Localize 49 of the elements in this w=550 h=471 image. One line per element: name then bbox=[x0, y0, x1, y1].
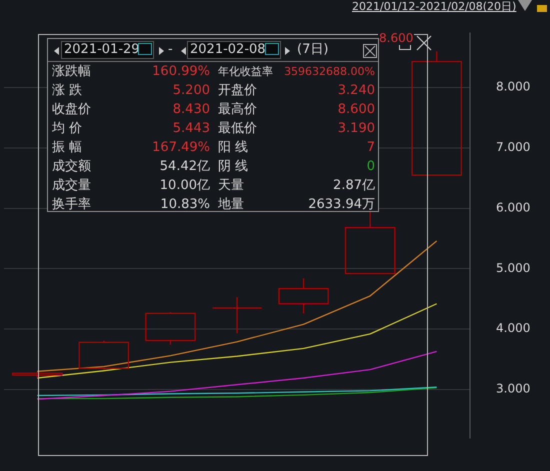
candlestick bbox=[278, 278, 329, 314]
annotation: 5.443 bbox=[172, 121, 210, 137]
y-tick-label: 5.000 bbox=[496, 260, 530, 275]
annotation: 成交额 bbox=[52, 159, 91, 175]
annotation: 年化收益率 bbox=[218, 64, 273, 80]
annotation: 天量 bbox=[218, 178, 244, 194]
candlestick bbox=[12, 371, 63, 379]
annotation: 167.49% bbox=[152, 140, 210, 156]
candlestick bbox=[344, 210, 396, 274]
annotation: 均 价 bbox=[52, 121, 82, 137]
annotation: 涨跌幅 bbox=[52, 64, 91, 80]
text: 2021/01/12-2021/02/08(20日) bbox=[352, 0, 516, 14]
y-tick-label: 7.000 bbox=[496, 140, 530, 154]
annotation: 收盘价 bbox=[52, 102, 91, 118]
annotation: 2633.94万 bbox=[308, 197, 375, 213]
y-tick-label: 4.000 bbox=[496, 321, 530, 336]
annotation: 最低价 bbox=[218, 121, 257, 137]
annotation: 2021-01-29 bbox=[61, 41, 154, 59]
annotation: 地量 bbox=[218, 197, 244, 213]
annotation: 涨 跌 bbox=[52, 83, 82, 99]
annotation: 10.00亿 bbox=[160, 178, 210, 194]
annotation: 54.42亿 bbox=[160, 159, 210, 175]
annotation: 2.87亿 bbox=[333, 178, 375, 194]
y-tick-label: 6.000 bbox=[496, 200, 530, 214]
annotation: 3.240 bbox=[338, 83, 375, 99]
annotation: 10.83% bbox=[160, 197, 210, 213]
annotation: 8.430 bbox=[172, 102, 210, 118]
candlestick bbox=[411, 50, 462, 176]
annotation: 换手率 bbox=[52, 197, 91, 213]
y-tick-label: 8.000 bbox=[496, 80, 530, 94]
y-tick-label: 3.000 bbox=[496, 382, 530, 396]
annotation: 160.99% bbox=[152, 64, 210, 80]
annotation: 359632688.00% bbox=[284, 64, 375, 80]
annotation: (7日) bbox=[297, 42, 328, 58]
annotation: - bbox=[168, 42, 173, 58]
annotation: 最高价 bbox=[218, 102, 257, 118]
annotation: 7 bbox=[366, 140, 375, 156]
annotation: 2021-02-08 bbox=[187, 41, 281, 59]
annotation: 阴 线 bbox=[218, 159, 248, 175]
annotation: 振 幅 bbox=[52, 140, 82, 156]
annotation: 8.600 bbox=[378, 31, 414, 45]
annotation: 阳 线 bbox=[218, 140, 248, 156]
annotation: 成交量 bbox=[52, 178, 91, 194]
annotation: 开盘价 bbox=[218, 83, 257, 99]
annotation: 8.600 bbox=[338, 102, 375, 118]
candlestick bbox=[212, 296, 262, 334]
annotation: 5.200 bbox=[172, 83, 210, 99]
annotation: 3.190 bbox=[338, 121, 375, 137]
annotation: 0 bbox=[366, 159, 375, 175]
